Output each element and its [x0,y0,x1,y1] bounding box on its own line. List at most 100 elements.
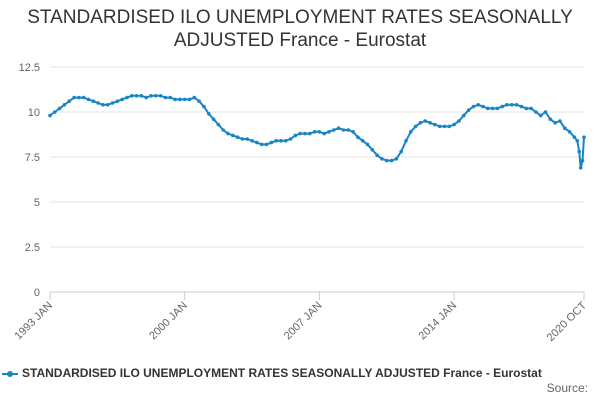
data-point[interactable] [500,104,505,109]
data-point[interactable] [293,133,298,138]
data-point[interactable] [332,128,336,132]
data-point[interactable] [375,153,379,157]
data-point[interactable] [139,94,144,98]
data-point[interactable] [216,122,221,127]
data-point[interactable] [221,128,225,132]
data-point[interactable] [510,103,514,107]
data-point[interactable] [125,95,129,100]
data-point[interactable] [110,101,115,105]
data-point[interactable] [461,113,466,118]
data-point[interactable] [356,135,360,139]
data-point[interactable] [580,158,585,163]
data-point[interactable] [279,139,283,143]
data-point[interactable] [101,103,105,107]
data-point[interactable] [327,130,331,134]
data-point[interactable] [245,137,249,141]
data-point[interactable] [91,99,96,103]
data-point[interactable] [543,110,548,114]
data-point[interactable] [57,106,62,111]
data-point[interactable] [67,99,71,103]
data-point[interactable] [264,142,269,147]
data-point[interactable] [351,130,355,134]
data-point[interactable] [115,99,120,103]
data-point[interactable] [394,157,399,161]
data-point[interactable] [490,106,495,111]
data-point[interactable] [548,117,553,121]
data-point[interactable] [259,142,264,147]
data-point[interactable] [575,139,580,143]
data-point[interactable] [452,122,456,127]
data-point[interactable] [105,103,110,107]
data-point[interactable] [341,128,346,132]
data-point[interactable] [72,95,76,100]
data-point[interactable] [447,124,452,129]
data-point[interactable] [558,119,562,123]
data-point[interactable] [346,128,351,132]
data-point[interactable] [197,99,201,103]
data-point[interactable] [495,106,500,111]
data-point[interactable] [409,130,413,134]
data-point[interactable] [163,95,168,100]
data-point[interactable] [53,110,57,114]
data-point[interactable] [48,113,52,118]
data-point[interactable] [563,126,567,130]
data-point[interactable] [486,106,490,111]
data-point[interactable] [283,139,288,143]
data-point[interactable] [336,126,341,130]
data-point[interactable] [567,130,572,134]
data-point[interactable] [471,104,476,109]
data-point[interactable] [572,135,577,139]
data-point[interactable] [192,95,197,100]
data-point[interactable] [240,137,245,141]
data-point[interactable] [428,121,432,125]
data-point[interactable] [529,106,533,111]
data-point[interactable] [288,137,293,141]
data-point[interactable] [418,121,423,125]
data-point[interactable] [303,131,307,136]
data-point[interactable] [442,124,447,129]
data-point[interactable] [385,158,389,163]
data-point[interactable] [538,113,543,118]
data-point[interactable] [274,139,278,143]
data-point[interactable] [413,124,418,129]
data-point[interactable] [519,104,524,109]
data-point[interactable] [481,104,485,109]
data-point[interactable] [308,131,312,136]
legend-item[interactable]: STANDARDISED ILO UNEMPLOYMENT RATES SEAS… [2,366,542,380]
data-point[interactable] [389,158,394,163]
data-point[interactable] [149,94,153,98]
data-point[interactable] [62,103,67,107]
data-point[interactable] [255,140,259,145]
data-point[interactable] [158,94,163,98]
data-point[interactable] [476,103,481,107]
data-point[interactable] [226,131,230,136]
data-point[interactable] [269,140,274,145]
data-point[interactable] [423,119,428,123]
data-point[interactable] [130,94,134,98]
data-point[interactable] [466,108,471,112]
data-point[interactable] [582,135,586,139]
data-point[interactable] [298,131,303,136]
data-point[interactable] [173,97,177,102]
data-point[interactable] [134,94,139,98]
data-point[interactable] [514,103,519,107]
data-point[interactable] [144,95,148,100]
data-point[interactable] [577,149,581,154]
data-point[interactable] [77,95,81,100]
data-point[interactable] [202,104,206,109]
data-point[interactable] [437,124,442,129]
data-point[interactable] [312,130,317,134]
data-point[interactable] [534,110,538,114]
data-point[interactable] [231,133,235,138]
data-point[interactable] [96,101,100,105]
data-point[interactable] [553,121,557,125]
data-point[interactable] [187,97,192,102]
data-point[interactable] [250,139,254,143]
data-point[interactable] [317,130,322,134]
data-point[interactable] [86,97,91,102]
data-point[interactable] [207,112,211,116]
data-point[interactable] [524,106,529,111]
data-point[interactable] [365,142,370,147]
data-point[interactable] [211,117,216,121]
data-point[interactable] [433,122,437,127]
